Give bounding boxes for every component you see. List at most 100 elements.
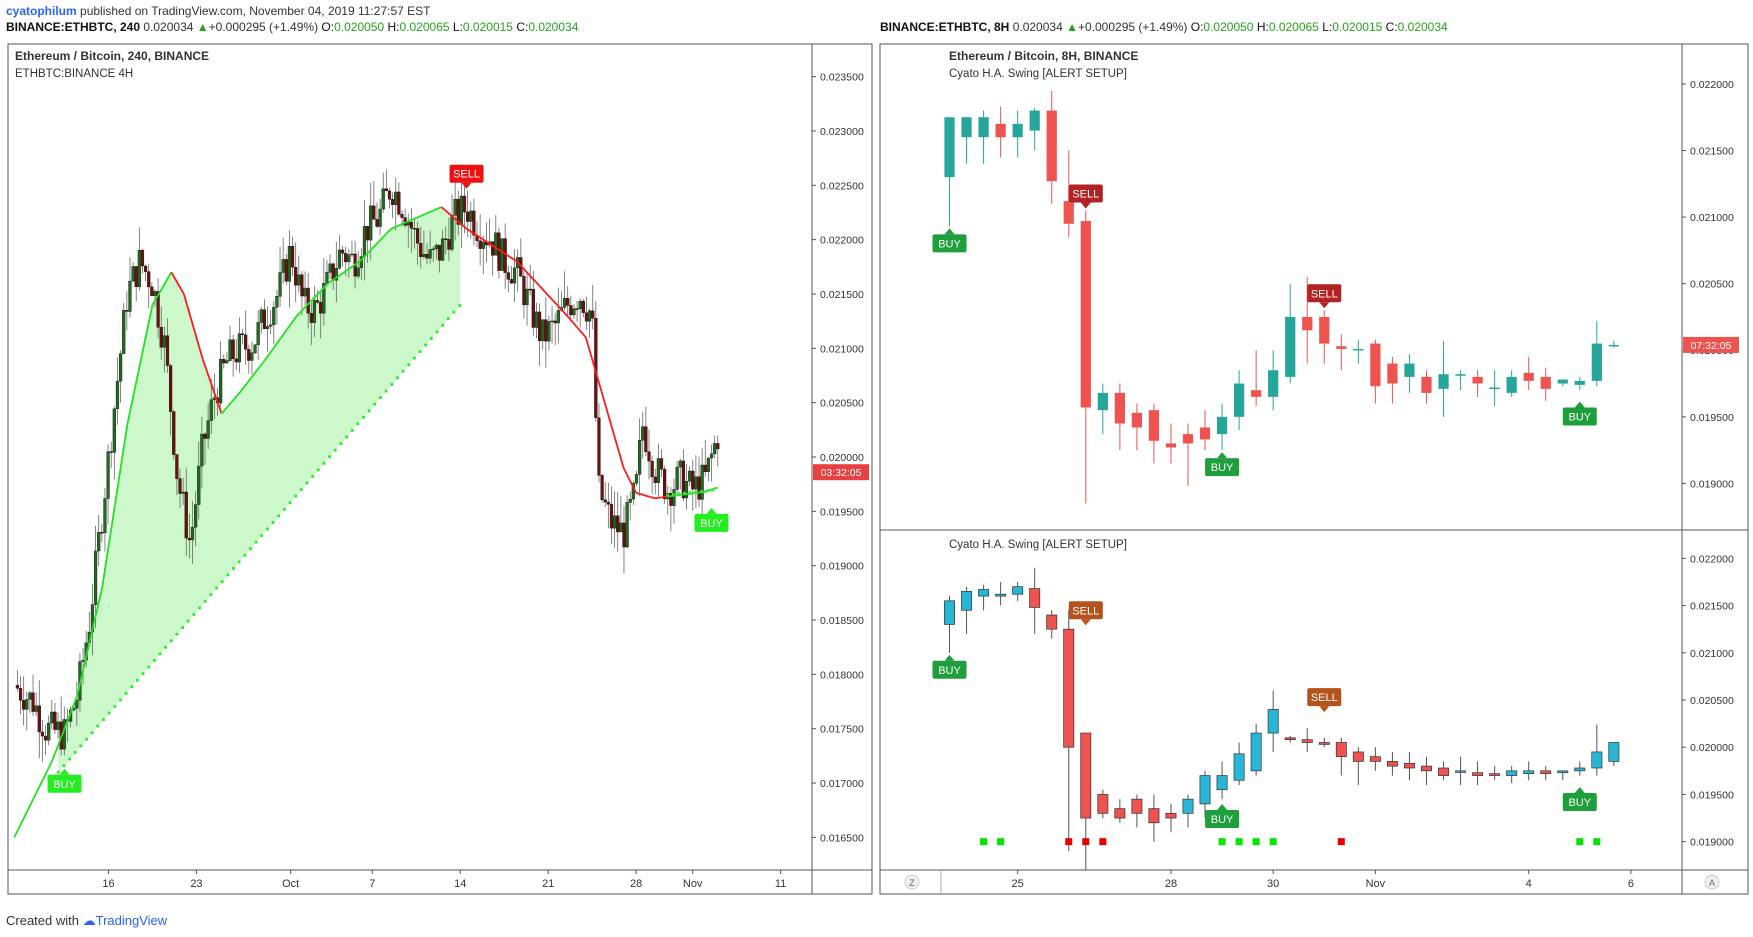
trend-line-green [267, 349, 273, 356]
candle [234, 358, 238, 363]
signal-arrow-icon [1217, 452, 1228, 459]
trend-line-red [575, 325, 581, 331]
candle [228, 339, 232, 361]
trend-line-green [32, 792, 38, 800]
zoom-reset-button[interactable] [904, 874, 920, 890]
candle-down [1387, 363, 1398, 384]
trend-line-green [397, 223, 401, 227]
x-tick-label: 7 [369, 878, 375, 890]
candle [378, 208, 382, 227]
stop-dot [694, 490, 698, 494]
trend-line-red [556, 304, 562, 310]
candle [150, 286, 154, 297]
trend-line-green [38, 779, 44, 788]
candle [37, 705, 41, 733]
candle [315, 300, 320, 303]
trend-line-green [41, 773, 47, 781]
trend-line-green [356, 260, 361, 265]
trend-line-green [135, 364, 141, 380]
trend-line-green [22, 811, 28, 819]
trend-line-green [120, 444, 126, 466]
candle [103, 498, 107, 534]
candle [81, 659, 85, 662]
signal-text: BUY [53, 779, 76, 791]
stop-dot [181, 626, 185, 630]
signal-text: SELL [1311, 288, 1338, 300]
stop-dot [254, 540, 258, 544]
signal-square [1082, 838, 1090, 846]
candle-up [995, 593, 1007, 597]
right-chart-frame [879, 43, 1749, 895]
stop-dot [311, 475, 315, 478]
stop-dot [683, 491, 686, 495]
y-tick-label: 0.020500 [820, 398, 864, 410]
candle-down [1336, 346, 1347, 349]
candle [231, 339, 235, 360]
trend-line-green [73, 695, 78, 705]
y-tick-label: 0.018500 [820, 615, 864, 627]
candle [478, 240, 482, 249]
trend-line-green [126, 409, 132, 425]
trend-line-red [566, 315, 571, 320]
trend-line-green [384, 231, 389, 236]
tradingview-link[interactable]: TradingView [95, 913, 168, 928]
candle [609, 504, 614, 529]
right-bottom-chart[interactable]: Cyato H.A. Swing [ALERT SETUP] 0.022000 0.… [932, 539, 1734, 870]
candle [509, 279, 514, 284]
trend-line-green [132, 379, 138, 395]
trend-line-red [488, 242, 493, 246]
candle [409, 221, 413, 229]
x-tick-label: 14 [454, 878, 466, 890]
trend-line-green [400, 222, 405, 226]
stop-dot [124, 691, 128, 695]
trend-line-red [506, 254, 511, 259]
candle [419, 243, 423, 257]
candle [694, 476, 698, 490]
candle [309, 313, 313, 323]
candle [716, 443, 720, 450]
chart-title: Ethereum / Bitcoin, 8H, BINANCE [949, 49, 1138, 63]
candle [709, 453, 714, 459]
candle-down [1319, 316, 1330, 344]
open-value: 0.020050 [1203, 20, 1254, 34]
trend-line-green [289, 319, 295, 325]
trend-line-green [330, 278, 336, 282]
trend-line-red [569, 318, 574, 324]
candle [656, 458, 660, 484]
candle-up [1506, 770, 1518, 776]
x-tick-label: 21 [542, 878, 554, 890]
author-link[interactable]: cyatophilum [6, 4, 77, 18]
signal-arrow-icon [1319, 706, 1330, 713]
signal-text: BUY [938, 665, 961, 677]
left-chart[interactable]: Ethereum / Bitcoin, 240, BINANCE ETHBTC:B… [7, 43, 873, 895]
last-price-tag [813, 464, 869, 481]
candle [53, 711, 57, 730]
stop-dot [56, 770, 60, 774]
auto-scale-button[interactable] [1704, 874, 1720, 890]
candle [412, 228, 417, 230]
signal-text: SELL [1311, 692, 1338, 704]
stop-dot [446, 317, 450, 321]
trend-line-green [29, 798, 34, 807]
y-tick-label: 0.021500 [1690, 146, 1734, 158]
trend-line-green [349, 264, 354, 269]
candle-up [1557, 379, 1568, 384]
created-with-text: Created with [6, 913, 79, 928]
stop-dot [243, 553, 247, 557]
countdown-label: 07:32:05 [1691, 340, 1732, 352]
candle [156, 291, 160, 328]
trend-line-green [164, 277, 169, 284]
candle-down [1063, 201, 1074, 224]
trend-line-green [60, 728, 66, 738]
candle [456, 198, 460, 225]
candle [159, 327, 163, 348]
right-top-chart[interactable]: Ethereum / Bitcoin, 8H, BINANCE Cyato H.A… [932, 49, 1739, 504]
candle [194, 504, 198, 528]
signal-square [1218, 838, 1226, 846]
trend-line-red [629, 479, 634, 488]
candle [253, 344, 257, 354]
candle-up [1233, 753, 1245, 781]
trend-line-green [425, 211, 430, 215]
candle-down [1523, 372, 1534, 381]
